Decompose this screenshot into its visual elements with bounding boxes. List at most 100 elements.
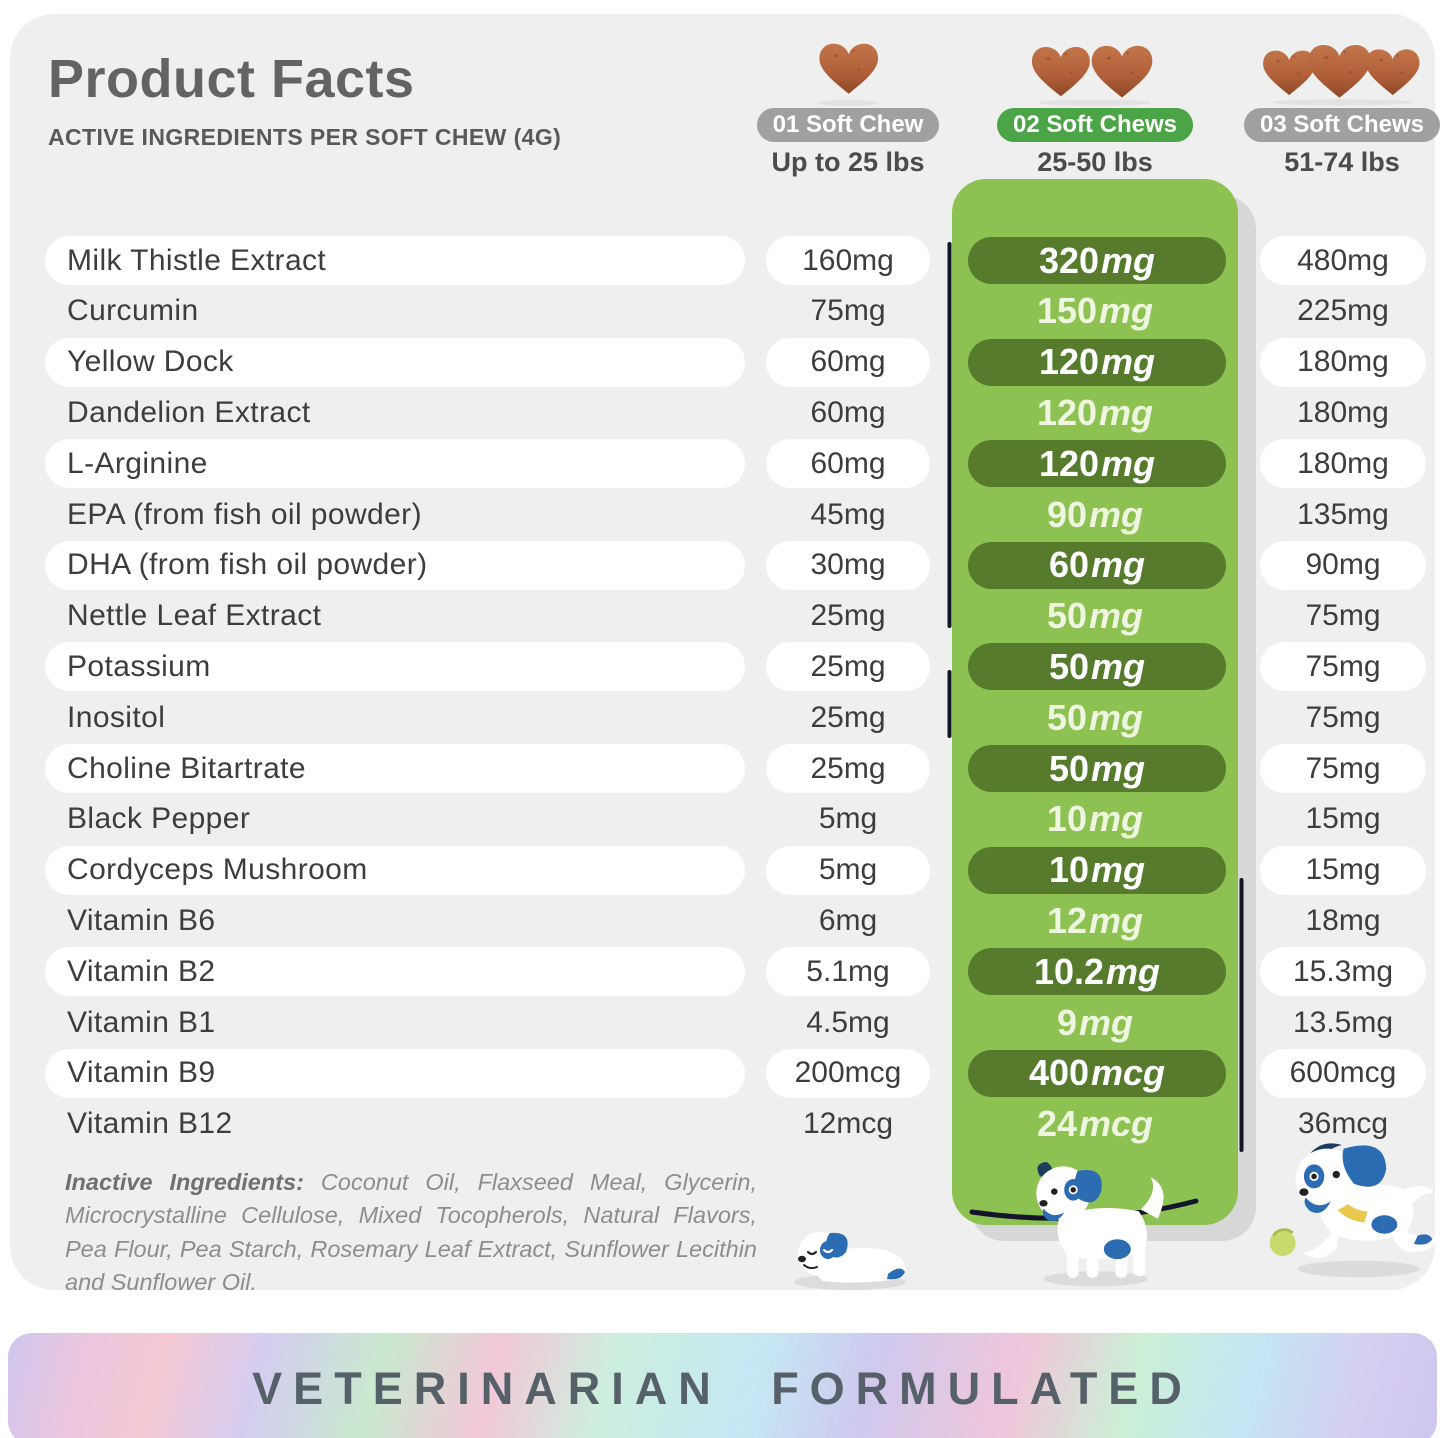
- table-row: Vitamin B9 200mcg 400 mcg 600mcg: [10, 1048, 1445, 1098]
- dose-badge-3: 03 Soft Chews: [1243, 108, 1441, 142]
- puppy-running-icon: [1269, 1143, 1439, 1278]
- ingredient-name: Dandelion Extract: [67, 395, 311, 429]
- value-1-chew: 60mg: [810, 395, 886, 429]
- table-row: Vitamin B6 6mg 12 mg 18mg: [10, 896, 1445, 945]
- ingredient-name: DHA (from fish oil powder): [45, 540, 745, 590]
- ingredient-name: Inositol: [67, 700, 166, 734]
- product-facts-card: Product Facts ACTIVE INGREDIENTS PER SOF…: [10, 14, 1441, 1295]
- value-3-chews: 90mg: [1260, 540, 1426, 590]
- table-row: L-Arginine 60mg 120 mg 180mg: [10, 439, 1445, 489]
- value-3-chews: 75mg: [1260, 642, 1426, 692]
- ingredient-name: Nettle Leaf Extract: [67, 599, 322, 633]
- inactive-ingredients-text: Inactive Ingredients: Coconut Oil, Flaxs…: [65, 1169, 758, 1296]
- value-1-chew: 60mg: [766, 337, 930, 387]
- dose-badge-2: 02 Soft Chews: [996, 108, 1194, 142]
- value-2-chews: 400 mcg: [968, 1049, 1226, 1097]
- ingredient-name: Cordyceps Mushroom: [45, 845, 745, 895]
- heart-chew-icon: [1031, 45, 1153, 106]
- value-1-chew: 5mg: [818, 802, 878, 836]
- value-1-chew: 160mg: [766, 236, 930, 285]
- table-row: Yellow Dock 60mg 120 mg 180mg: [10, 337, 1445, 387]
- ingredient-name: Vitamin B2: [45, 947, 745, 997]
- value-2-chews: 90 mg: [1046, 493, 1144, 535]
- value-3-chews: 36mcg: [1297, 1107, 1389, 1141]
- weight-range-3: 51-74 lbs: [1284, 147, 1400, 177]
- value-2-chews: 50 mg: [1046, 696, 1144, 738]
- dose-column-1-header: 01 Soft Chew Up to 25 lbs: [738, 34, 958, 178]
- ingredient-name: Curcumin: [67, 294, 199, 328]
- ingredient-name: Black Pepper: [67, 802, 251, 836]
- dose-column-2-header: 02 Soft Chews 25-50 lbs: [985, 34, 1205, 178]
- value-1-chew: 200mcg: [766, 1048, 930, 1098]
- value-1-chew: 6mg: [818, 903, 878, 937]
- inactive-ingredients-label: Inactive Ingredients:: [65, 1169, 304, 1195]
- value-1-chew: 25mg: [766, 744, 930, 793]
- value-2-chews: 10.2 mg: [968, 948, 1226, 996]
- page-subtitle: ACTIVE INGREDIENTS PER SOFT CHEW (4G): [48, 124, 562, 150]
- value-3-chews: 180mg: [1260, 439, 1426, 489]
- weight-range-1: Up to 25 lbs: [771, 147, 925, 177]
- ingredient-name: Vitamin B9: [45, 1048, 745, 1098]
- header: Product Facts ACTIVE INGREDIENTS PER SOF…: [48, 48, 561, 151]
- table-row: Cordyceps Mushroom 5mg 10 mg 15mg: [10, 845, 1445, 895]
- value-3-chews: 15.3mg: [1260, 947, 1426, 997]
- heart-chew-icon: [1263, 45, 1420, 106]
- value-1-chew: 60mg: [766, 439, 930, 489]
- ingredient-name: Yellow Dock: [45, 337, 745, 387]
- value-3-chews: 15mg: [1305, 802, 1381, 836]
- ingredients-table: Milk Thistle Extract 160mg 320 mg 480mg C…: [10, 14, 1445, 1438]
- table-row: EPA (from fish oil powder) 45mg 90 mg 135…: [10, 490, 1445, 539]
- value-2-chews: 120 mg: [1036, 391, 1154, 433]
- ingredient-name: L-Arginine: [45, 439, 745, 489]
- dose-column-3-header: 03 Soft Chews 51-74 lbs: [1232, 34, 1445, 178]
- value-2-chews: 9 mg: [1056, 1001, 1134, 1043]
- value-3-chews: 180mg: [1260, 337, 1426, 387]
- table-row: Choline Bitartrate 25mg 50 mg 75mg: [10, 744, 1445, 793]
- table-row: Black Pepper 5mg 10 mg 15mg: [10, 795, 1445, 844]
- value-2-chews: 150 mg: [1036, 290, 1154, 332]
- value-1-chew: 30mg: [766, 540, 930, 590]
- value-3-chews: 480mg: [1260, 236, 1426, 285]
- value-3-chews: 600mcg: [1260, 1048, 1426, 1098]
- banner-text: VETERINARIAN FORMULATED: [252, 1363, 1193, 1414]
- value-2-chews: 10 mg: [968, 846, 1226, 894]
- value-2-chews: 120 mg: [968, 338, 1226, 386]
- ingredient-name: Potassium: [45, 642, 745, 692]
- value-1-chew: 25mg: [810, 700, 886, 734]
- value-2-chews: 320 mg: [968, 237, 1226, 284]
- veterinarian-formulated-banner: VETERINARIAN FORMULATED: [8, 1333, 1437, 1438]
- value-3-chews: 75mg: [1260, 744, 1426, 793]
- ingredient-name: Vitamin B1: [67, 1005, 216, 1039]
- dose-badge-1: 01 Soft Chew: [756, 108, 940, 142]
- ingredient-name: Vitamin B12: [67, 1107, 233, 1141]
- value-1-chew: 75mg: [810, 294, 886, 328]
- table-row: Milk Thistle Extract 160mg 320 mg 480mg: [10, 236, 1445, 285]
- table-row: Vitamin B12 12mcg 24 mcg 36mcg: [10, 1100, 1445, 1149]
- value-3-chews: 135mg: [1297, 497, 1389, 531]
- puppy-walking-icon: [1036, 1161, 1164, 1287]
- value-1-chew: 12mcg: [802, 1107, 894, 1141]
- value-1-chew: 25mg: [810, 599, 886, 633]
- value-2-chews: 50 mg: [968, 643, 1226, 691]
- table-row: DHA (from fish oil powder) 30mg 60 mg 90m…: [10, 540, 1445, 590]
- table-row: Inositol 25mg 50 mg 75mg: [10, 693, 1445, 742]
- table-row: Nettle Leaf Extract 25mg 50 mg 75mg: [10, 592, 1445, 641]
- value-3-chews: 13.5mg: [1292, 1005, 1394, 1039]
- value-3-chews: 18mg: [1305, 903, 1381, 937]
- table-row: Vitamin B1 4.5mg 9 mg 13.5mg: [10, 998, 1445, 1047]
- value-3-chews: 180mg: [1297, 395, 1389, 429]
- value-2-chews: 50 mg: [1046, 595, 1144, 637]
- value-2-chews: 12 mg: [1046, 899, 1144, 941]
- puppy-lying-icon: [794, 1232, 906, 1290]
- table-row: Curcumin 75mg 150 mg 225mg: [10, 287, 1445, 336]
- heart-chew-icon: [817, 43, 879, 106]
- value-2-chews: 120 mg: [968, 440, 1226, 488]
- value-1-chew: 5.1mg: [766, 947, 930, 997]
- value-2-chews: 10 mg: [1046, 798, 1144, 840]
- value-2-chews: 50 mg: [968, 745, 1226, 792]
- value-3-chews: 225mg: [1297, 294, 1389, 328]
- ingredient-name: EPA (from fish oil powder): [67, 497, 422, 531]
- ingredient-name: Milk Thistle Extract: [45, 236, 745, 285]
- ingredient-name: Choline Bitartrate: [45, 744, 745, 793]
